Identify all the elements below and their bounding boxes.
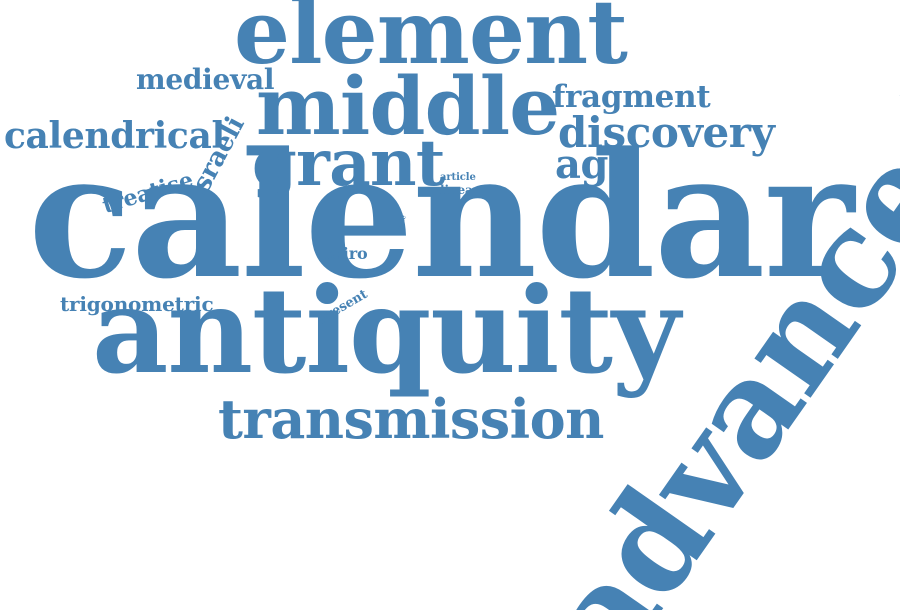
word-grant: grant <box>252 132 445 196</box>
word-age: age <box>555 145 633 185</box>
word-calendrical: calendrical <box>4 118 225 154</box>
word-cairo: cairo <box>323 246 368 262</box>
word-linear: linear <box>440 184 479 196</box>
word-trigonometric: trigonometric <box>60 294 213 314</box>
word-antiquity: antiquity <box>92 272 679 390</box>
word-fragment: fragment <box>552 82 710 113</box>
word-article: article <box>440 173 476 183</box>
word-transmission: transmission <box>218 392 604 446</box>
word-medieval: medieval <box>136 66 274 94</box>
